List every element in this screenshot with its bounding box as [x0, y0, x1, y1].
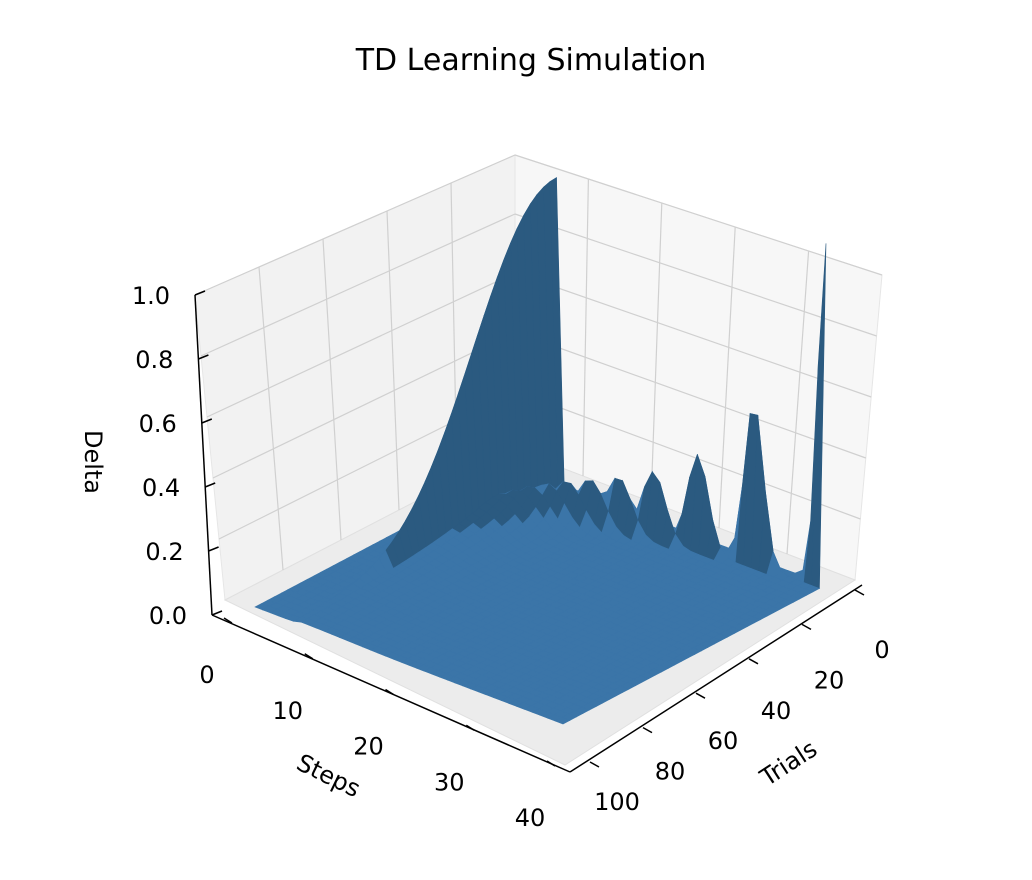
x-tick	[801, 623, 812, 631]
y-tick-label: 0	[199, 661, 214, 689]
y-tick	[304, 653, 314, 660]
grid-line	[786, 250, 810, 555]
chart-title: TD Learning Simulation	[355, 43, 707, 78]
grid-line	[514, 272, 872, 398]
grid-line	[514, 331, 867, 459]
grid-line	[322, 238, 342, 541]
x-tick-label: 0	[874, 636, 889, 664]
y-tick-label: 30	[434, 768, 465, 796]
y-tick-label: 10	[272, 697, 303, 725]
y-tick-label: 20	[353, 733, 384, 761]
z-tick	[194, 290, 206, 296]
grid-line	[206, 272, 516, 418]
grid-line	[212, 331, 516, 479]
x-tick	[589, 761, 600, 768]
grid-line	[386, 210, 400, 511]
x-tick	[748, 658, 759, 665]
x-tick-label: 40	[761, 697, 792, 725]
z-tick-label: 0.6	[139, 410, 177, 438]
x-tick-label: 60	[708, 727, 739, 755]
x-tick	[695, 692, 706, 699]
z-tick-label: 0.4	[142, 474, 180, 502]
z-tick-label: 0.2	[145, 538, 183, 566]
z-tick	[211, 610, 223, 616]
z-tick	[201, 418, 213, 424]
x-axis-label: Trials	[754, 735, 822, 793]
x-tick	[854, 589, 865, 596]
grid-line	[194, 154, 516, 296]
x-axis-line	[569, 584, 863, 773]
x-tick-label: 100	[594, 788, 640, 816]
grid-line	[650, 202, 663, 503]
z-tick-label: 1.0	[132, 282, 170, 310]
y-tick-label: 40	[515, 804, 546, 832]
x-tick-label: 20	[814, 666, 845, 694]
surface	[254, 177, 827, 725]
grid-lines	[194, 154, 883, 571]
y-tick	[223, 617, 233, 624]
z-tick	[204, 482, 216, 488]
z-tick	[198, 354, 209, 360]
grid-line	[514, 390, 861, 520]
z-tick	[208, 546, 219, 552]
grid-line	[582, 178, 589, 477]
grid-line	[514, 213, 877, 337]
surface-cell	[554, 717, 571, 725]
z-tick-label: 0.0	[149, 602, 187, 630]
grid-line	[200, 213, 516, 357]
ticks: 0.0 0.2 0.4 0.6 0.8 1.0 0 10 20 30 40 0 20 40 60 80 100	[132, 282, 890, 832]
z-tick-label: 0.8	[135, 346, 173, 374]
y-tick	[385, 688, 394, 696]
y-tick	[465, 724, 475, 731]
grid-line	[514, 154, 883, 276]
grid-line	[258, 266, 284, 571]
y-tick	[546, 760, 556, 767]
z-axis-line	[194, 294, 213, 616]
z-axis-label: Delta	[79, 430, 107, 494]
x-tick	[642, 726, 653, 734]
grid-line	[718, 226, 736, 529]
x-tick-label: 80	[655, 758, 686, 786]
